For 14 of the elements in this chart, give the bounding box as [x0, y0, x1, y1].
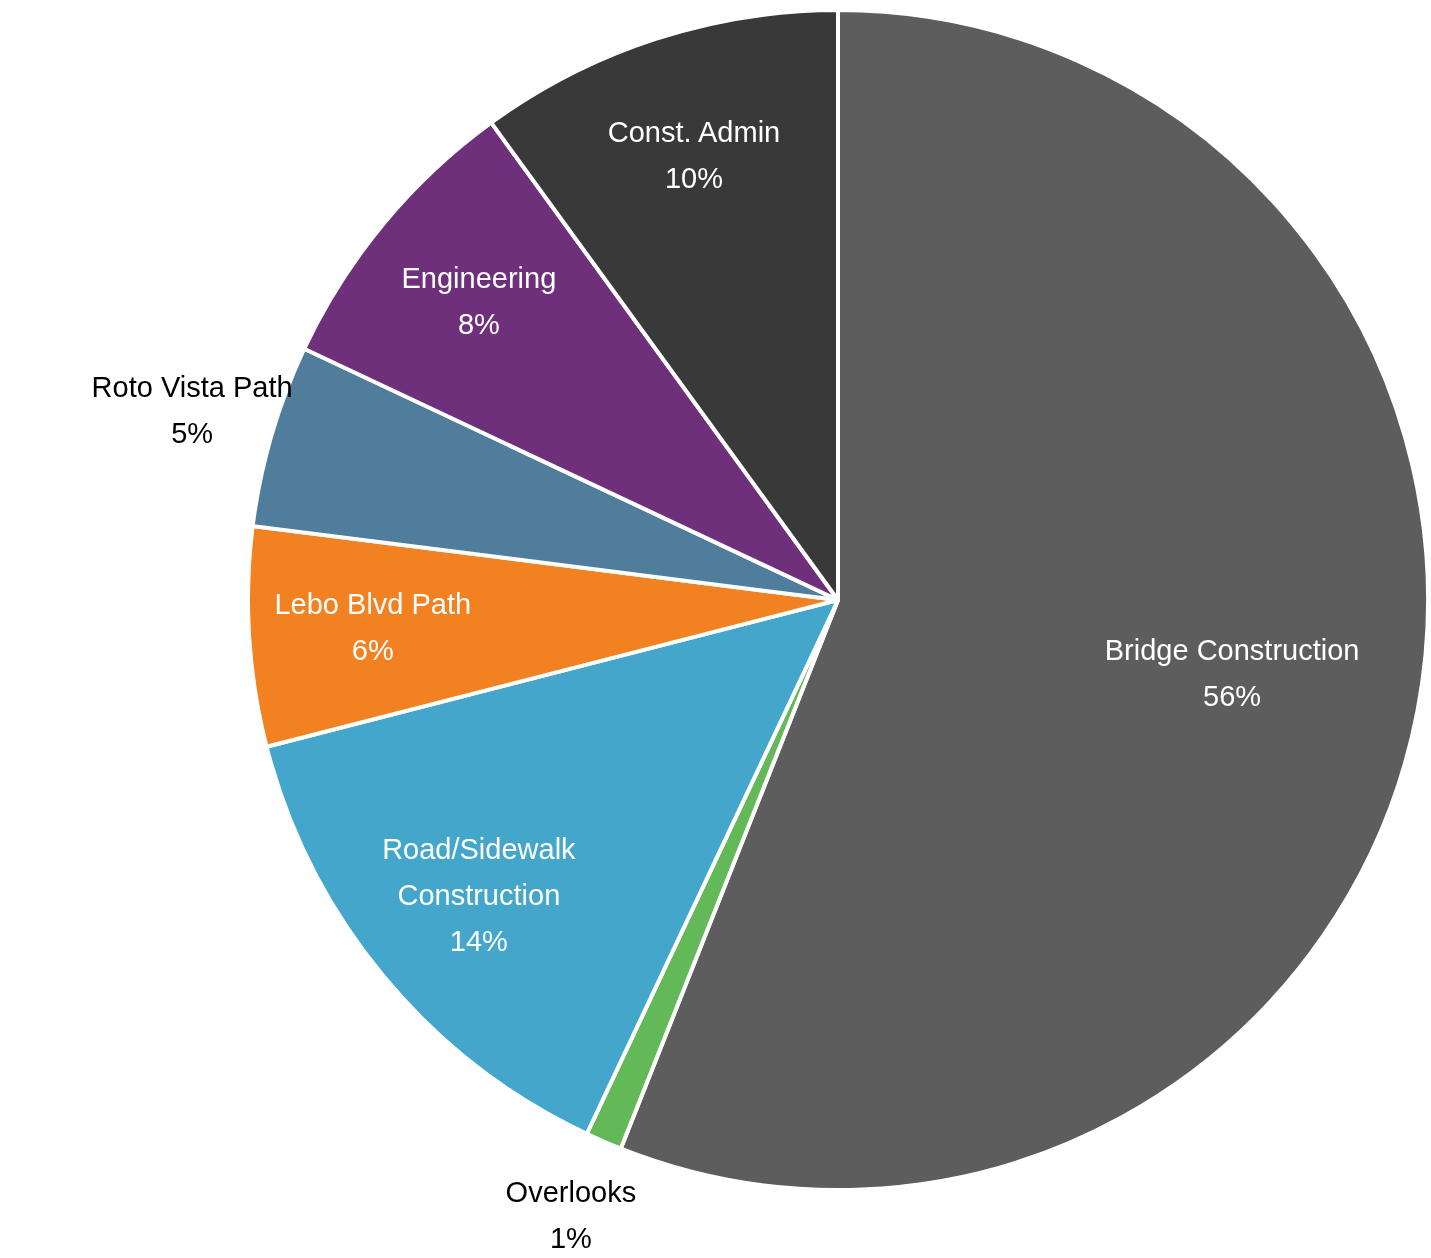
slice-label: Road/Sidewalk Construction [382, 833, 577, 912]
slice-label: Engineering [401, 261, 557, 294]
slice-label: Roto Vista Path [91, 371, 293, 404]
data-label: 8% [457, 307, 500, 340]
data-label: 6% [351, 634, 394, 667]
slice-label: Overlooks [505, 1176, 637, 1209]
data-label: 5% [171, 417, 214, 450]
data-label: 14% [449, 925, 508, 958]
slice-label: Lebo Blvd Path [274, 588, 472, 621]
slice-label: Bridge Construction [1104, 634, 1360, 667]
data-label: 56% [1203, 680, 1262, 713]
data-label: 10% [664, 161, 723, 194]
data-label: 1% [549, 1222, 592, 1255]
slice-label: Const. Admin [607, 115, 781, 148]
